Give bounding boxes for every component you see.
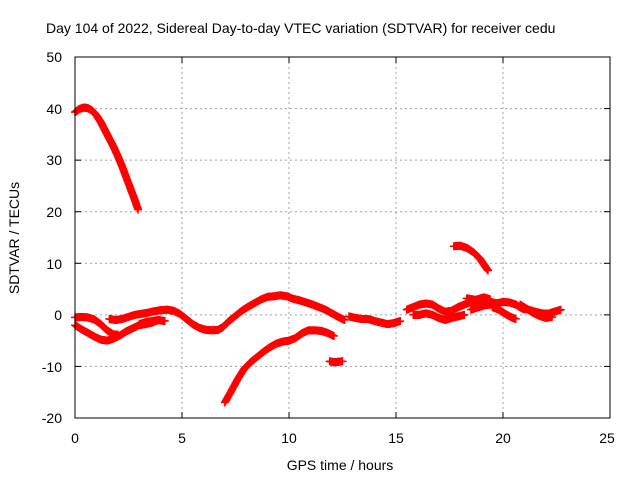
series-rising-arc [220,326,338,407]
y-tick-label: -10 [42,359,62,375]
series-late-band-c [409,309,469,325]
data-point [340,316,349,325]
data-point [556,305,565,314]
chart-title: Day 104 of 2022, Sidereal Day-to-day VTE… [46,20,555,36]
series-late-band-g [516,300,557,322]
x-axis-label: GPS time / hours [287,457,394,473]
y-tick-label: 0 [54,307,62,323]
data-point [511,314,520,323]
y-axis-label: SDTVAR / TECUs [6,182,22,294]
x-tick-label: 0 [71,430,79,446]
y-tick-label: 40 [46,101,62,117]
x-tick-label: 5 [178,430,186,446]
y-tick-label: 30 [46,152,62,168]
series-early-high-arc [71,103,143,214]
data-point [134,205,143,214]
data-point [113,330,122,339]
data-point [338,357,347,366]
series-band-middle [105,291,349,335]
data-point [484,266,493,275]
data-point [160,317,169,326]
data-point [460,310,469,319]
y-tick-label: 50 [46,49,62,65]
x-tick-label: 10 [281,430,297,446]
series-late-band-e [462,294,503,308]
data-marks [71,103,565,407]
series-late-band-a [344,312,405,329]
data-point [329,332,338,341]
x-tick-label: 20 [495,430,511,446]
y-tick-label: 10 [46,256,62,272]
series-late-high-arc [449,241,493,275]
plot-frame [74,56,611,419]
series-short-segment [325,357,347,367]
x-tick-label: 25 [599,430,615,446]
series-late-band-f [488,303,520,323]
y-tick-label: 20 [46,204,62,220]
data-point [548,312,557,321]
series-band-upper [71,312,122,339]
grid-lines [75,57,610,418]
x-tick-label: 15 [388,430,404,446]
series-band-short [135,316,169,329]
data-point [396,317,405,326]
y-tick-label: -20 [42,410,62,426]
